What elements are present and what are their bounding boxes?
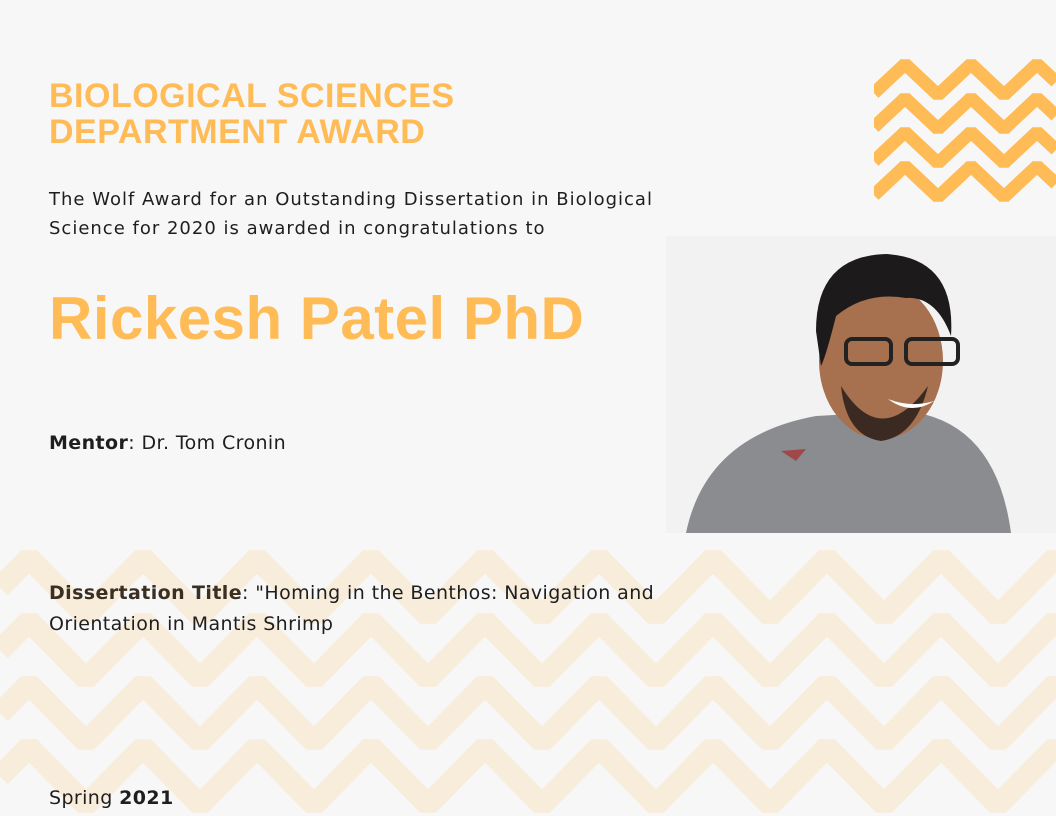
- mentor-label: Mentor: [49, 432, 129, 454]
- chevron-stripe: [0, 676, 1056, 750]
- heading-line-1: BIOLOGICAL SCIENCES: [49, 77, 455, 115]
- chevron-background-pattern: [0, 550, 1056, 813]
- chevron-decoration: [874, 59, 1056, 202]
- chevron-stripe: [874, 161, 1056, 202]
- chevron-stripe: [874, 93, 1056, 134]
- mentor-line: Mentor: Dr. Tom Cronin: [49, 432, 286, 454]
- dissertation-label: Dissertation Title: [49, 582, 243, 604]
- dissertation-title: Dissertation Title: "Homing in the Benth…: [49, 578, 669, 640]
- chevron-stripe: [0, 613, 1056, 687]
- award-date: Spring 2021: [49, 786, 174, 810]
- chevron-stripe: [874, 127, 1056, 168]
- portrait-photo: [666, 236, 1056, 533]
- award-heading: BIOLOGICAL SCIENCES DEPARTMENT AWARD: [49, 78, 455, 150]
- heading-line-2: DEPARTMENT AWARD: [49, 113, 426, 151]
- chevron-stripe: [874, 59, 1056, 100]
- season: Spring: [49, 787, 113, 809]
- award-description: The Wolf Award for an Outstanding Disser…: [49, 189, 653, 239]
- chevron-stripe: [0, 739, 1056, 813]
- recipient-name: Rickesh Patel PhD: [49, 285, 585, 352]
- mentor-value: : Dr. Tom Cronin: [128, 432, 287, 454]
- chevron-stripe: [0, 550, 1056, 624]
- dissertation-value: : "Homing in the Benthos: Navigation and…: [49, 582, 655, 635]
- year: 2021: [119, 787, 174, 809]
